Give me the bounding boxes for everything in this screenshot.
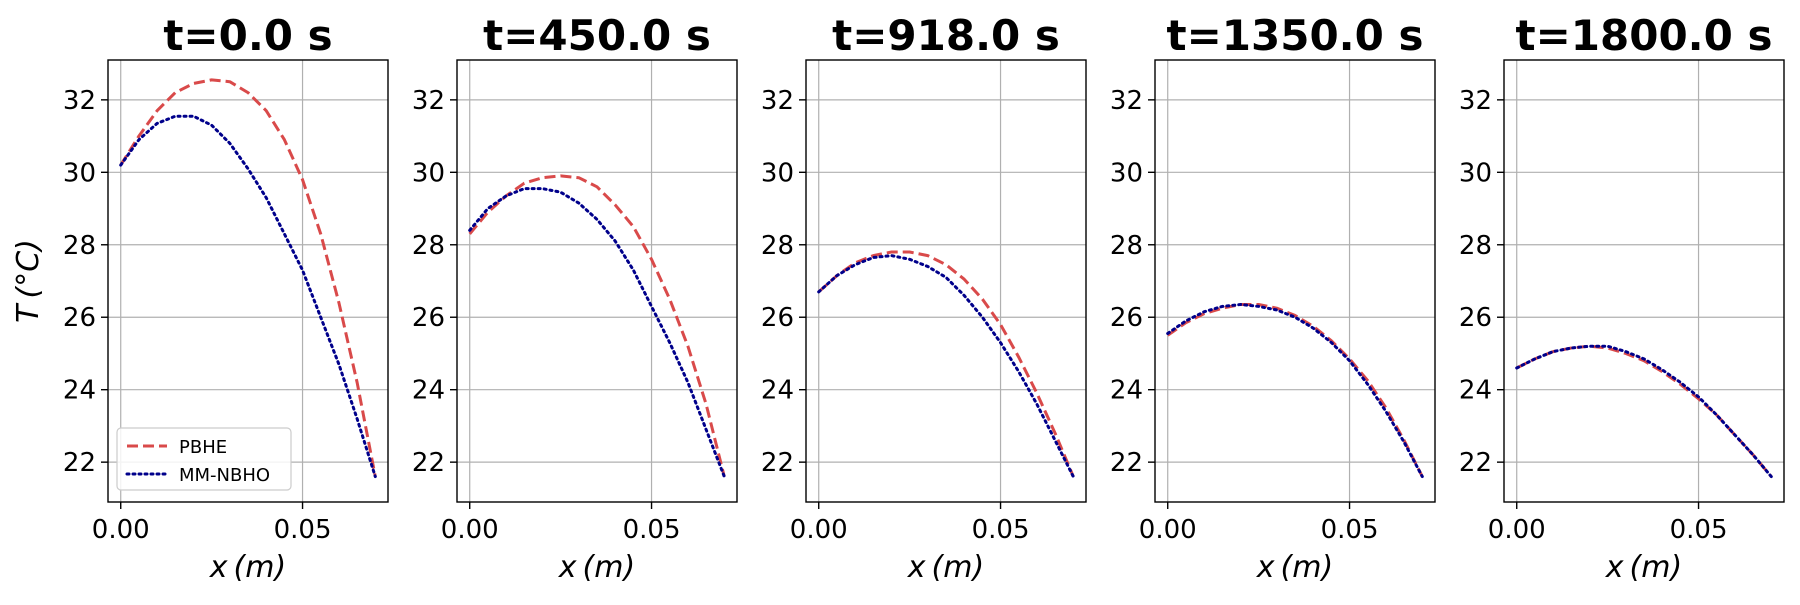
y-tick-label: 24 xyxy=(63,376,96,406)
y-tick-label: 24 xyxy=(1459,376,1492,406)
y-tick-label: 32 xyxy=(761,86,794,116)
series-line-pbhe xyxy=(1166,303,1424,478)
y-axis-label: T (°C) xyxy=(11,239,46,323)
y-tick-label: 22 xyxy=(761,448,794,478)
x-tick-label: 0.00 xyxy=(1139,515,1197,545)
y-tick-label: 24 xyxy=(1110,376,1143,406)
series-line-pbhe xyxy=(817,250,1075,478)
y-tick-label: 28 xyxy=(761,231,794,261)
y-tick-label: 22 xyxy=(1110,448,1143,478)
x-tick-label: 0.05 xyxy=(623,515,681,545)
panel-title: t=0.0 s xyxy=(163,11,332,60)
axes-frame xyxy=(456,59,738,503)
panel-3: 0.00 0.05 22 24 26 28 30 32 t=918.0 s x (m) xyxy=(761,11,1087,585)
x-tick-label: 0.00 xyxy=(790,515,848,545)
axes-frame xyxy=(107,59,389,503)
y-tick-label: 24 xyxy=(761,376,794,406)
y-tick-label: 32 xyxy=(1110,86,1143,116)
y-tick-label: 26 xyxy=(63,303,96,333)
panel-4: 0.00 0.05 22 24 26 28 30 32 t=1350.0 s x (m) xyxy=(1110,11,1436,585)
x-tick-label: 0.05 xyxy=(972,515,1030,545)
panel-5: 0.00 0.05 22 24 26 28 30 32 t=1800.0 s x (m) xyxy=(1459,11,1785,585)
y-tick-label: 32 xyxy=(1459,86,1492,116)
y-tick-label: 26 xyxy=(1110,303,1143,333)
y-tick-label: 26 xyxy=(412,303,445,333)
legend-label-mm-nbho: MM-NBHO xyxy=(179,465,270,486)
panel-title: t=1800.0 s xyxy=(1516,11,1773,60)
series-line-mm-nbho xyxy=(1515,344,1773,479)
x-tick-label: 0.00 xyxy=(1488,515,1546,545)
y-tick-label: 28 xyxy=(63,231,96,261)
x-tick-label: 0.05 xyxy=(1321,515,1379,545)
series-line-mm-nbho xyxy=(817,254,1075,479)
x-axis-label: x (m) xyxy=(558,550,635,585)
x-tick-label: 0.00 xyxy=(92,515,150,545)
y-tick-label: 30 xyxy=(412,158,445,188)
series-line-pbhe xyxy=(1516,344,1773,478)
x-axis-label: x (m) xyxy=(907,550,984,585)
axes-frame xyxy=(1503,59,1785,503)
series-line-pbhe xyxy=(119,78,377,477)
x-axis-label: x (m) xyxy=(209,550,286,585)
panel-title: t=1350.0 s xyxy=(1167,11,1424,60)
y-tick-label: 26 xyxy=(761,303,794,333)
y-tick-label: 22 xyxy=(1459,448,1492,478)
y-tick-label: 32 xyxy=(63,86,96,116)
legend-box xyxy=(116,427,292,491)
x-tick-label: 0.05 xyxy=(274,515,332,545)
panel-1: 0.00 0.05 22 24 26 28 30 32 t=0.0 s x (m) T (°C) PB… xyxy=(11,11,389,585)
y-tick-label: 24 xyxy=(412,376,445,406)
y-tick-label: 28 xyxy=(412,231,445,261)
axes-frame xyxy=(1154,59,1436,503)
y-tick-label: 28 xyxy=(1110,231,1143,261)
legend-label-pbhe: PBHE xyxy=(179,437,227,458)
x-axis-label: x (m) xyxy=(1605,550,1682,585)
y-tick-label: 32 xyxy=(412,86,445,116)
legend: PBHE MM-NBHO xyxy=(116,427,292,491)
series-line-mm-nbho xyxy=(1166,303,1424,479)
x-tick-label: 0.00 xyxy=(441,515,499,545)
series-line-pbhe xyxy=(468,174,726,477)
y-tick-label: 22 xyxy=(412,448,445,478)
y-tick-label: 30 xyxy=(761,158,794,188)
series-line-mm-nbho xyxy=(119,114,377,479)
panel-title: t=918.0 s xyxy=(832,11,1060,60)
y-tick-label: 30 xyxy=(1110,158,1143,188)
y-tick-label: 28 xyxy=(1459,231,1492,261)
y-tick-label: 22 xyxy=(63,448,96,478)
y-tick-label: 30 xyxy=(63,158,96,188)
panel-2: 0.00 0.05 22 24 26 28 30 32 t=450.0 s x (m) xyxy=(412,11,738,585)
x-axis-label: x (m) xyxy=(1256,550,1333,585)
panel-title: t=450.0 s xyxy=(483,11,711,60)
series-line-mm-nbho xyxy=(468,187,726,479)
y-tick-label: 26 xyxy=(1459,303,1492,333)
axes-frame xyxy=(805,59,1087,503)
y-tick-label: 30 xyxy=(1459,158,1492,188)
x-tick-label: 0.05 xyxy=(1670,515,1728,545)
